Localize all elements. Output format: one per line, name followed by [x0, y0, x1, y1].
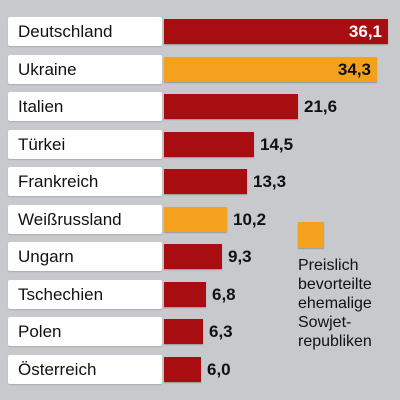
legend-line: Sowjet- — [298, 314, 352, 331]
category-label: Österreich — [8, 355, 162, 384]
bar — [164, 244, 222, 269]
category-label: Italien — [8, 92, 162, 121]
value-label: 14,5 — [260, 135, 294, 154]
legend-line: Preislich — [298, 257, 359, 274]
value-label: 9,3 — [228, 247, 252, 266]
value-label: 13,3 — [253, 172, 287, 191]
category-label: Tschechien — [8, 280, 162, 309]
legend-swatch-ex-soviet — [298, 222, 324, 248]
category-label: Frankreich — [8, 167, 162, 196]
value-label: 21,6 — [304, 97, 338, 116]
bar — [164, 319, 203, 344]
value-label: 34,3 — [337, 60, 371, 79]
bar — [164, 169, 247, 194]
bar — [164, 94, 298, 119]
bar — [164, 19, 388, 44]
value-label: 10,2 — [233, 210, 267, 229]
value-label: 6,0 — [207, 360, 231, 379]
value-label: 6,3 — [209, 322, 233, 341]
bar — [164, 207, 227, 232]
bar — [164, 282, 206, 307]
category-label: Ukraine — [8, 55, 162, 84]
category-label: Polen — [8, 317, 162, 346]
bar — [164, 357, 201, 382]
legend-line: bevorteilte — [298, 276, 372, 293]
legend-text-ex-soviet: Preislich bevorteilte ehemalige Sowjet- … — [298, 256, 398, 351]
category-label: Weißrussland — [8, 205, 162, 234]
bar — [164, 132, 254, 157]
bar — [164, 57, 377, 82]
value-label: 36,1 — [348, 22, 382, 41]
legend-line: republiken — [298, 333, 372, 350]
value-label: 6,8 — [212, 285, 236, 304]
category-label: Türkei — [8, 130, 162, 159]
category-label: Ungarn — [8, 242, 162, 271]
legend-line: ehemalige — [298, 295, 372, 312]
category-label: Deutschland — [8, 17, 162, 46]
